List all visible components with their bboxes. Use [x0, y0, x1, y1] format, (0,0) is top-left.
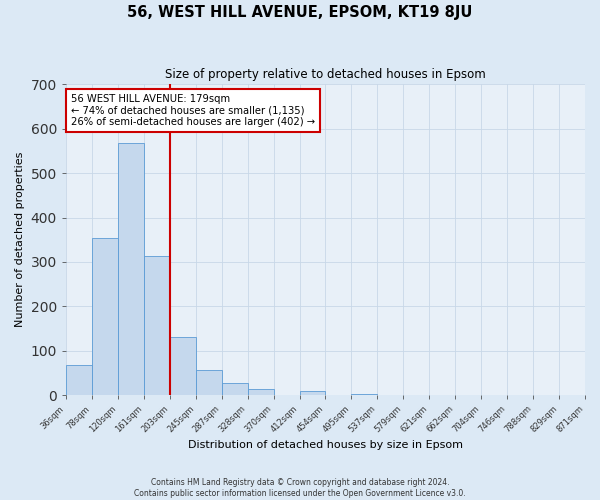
Text: 56, WEST HILL AVENUE, EPSOM, KT19 8JU: 56, WEST HILL AVENUE, EPSOM, KT19 8JU — [127, 5, 473, 20]
Bar — [299, 390, 325, 395]
Bar — [118, 143, 144, 395]
Bar — [170, 338, 196, 395]
Title: Size of property relative to detached houses in Epsom: Size of property relative to detached ho… — [165, 68, 486, 80]
Y-axis label: Number of detached properties: Number of detached properties — [15, 152, 25, 328]
Text: Contains HM Land Registry data © Crown copyright and database right 2024.
Contai: Contains HM Land Registry data © Crown c… — [134, 478, 466, 498]
Bar — [221, 383, 248, 395]
Bar — [66, 365, 92, 395]
Text: 56 WEST HILL AVENUE: 179sqm
← 74% of detached houses are smaller (1,135)
26% of : 56 WEST HILL AVENUE: 179sqm ← 74% of det… — [71, 94, 315, 127]
Bar — [92, 238, 118, 395]
Bar — [144, 256, 170, 395]
X-axis label: Distribution of detached houses by size in Epsom: Distribution of detached houses by size … — [188, 440, 463, 450]
Bar — [248, 389, 274, 395]
Bar — [352, 394, 377, 395]
Bar — [196, 370, 221, 395]
